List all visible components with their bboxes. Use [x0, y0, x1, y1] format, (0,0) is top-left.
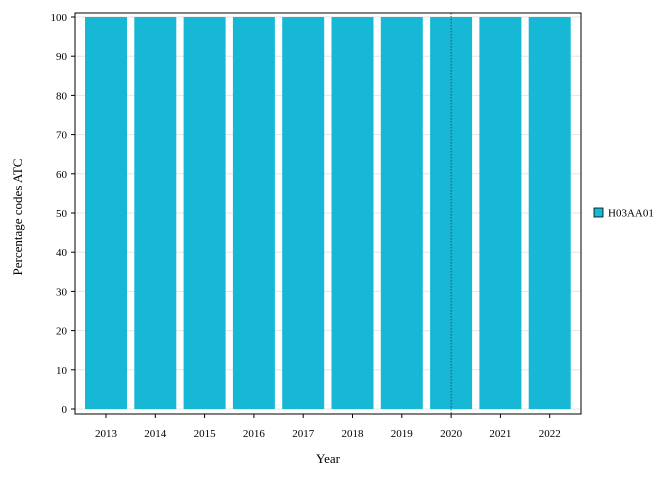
bar	[183, 17, 226, 409]
y-tick-label: 0	[62, 404, 68, 416]
y-tick-label: 60	[56, 169, 68, 181]
x-tick-label: 2022	[539, 428, 561, 440]
x-tick-label: 2016	[243, 428, 266, 440]
x-tick-label: 2019	[391, 428, 414, 440]
x-axis-title: Year	[316, 451, 341, 466]
x-tick-label: 2021	[489, 428, 511, 440]
y-tick-label: 30	[56, 286, 68, 298]
x-axis: 2013 2014 2015 2016 2017 2018 2019 2020 2021 2022	[95, 414, 561, 440]
bars	[85, 17, 571, 409]
y-tick-label: 20	[56, 326, 68, 338]
legend-swatch	[593, 207, 604, 218]
bar	[528, 17, 571, 409]
x-tick-label: 2017	[292, 428, 315, 440]
legend: H03AA01	[593, 207, 654, 220]
y-tick-label: 100	[51, 12, 68, 24]
bar	[380, 17, 423, 409]
y-axis: 0 10 20 30 40 50 60 70 80 90 100	[51, 12, 75, 416]
y-tick-label: 70	[56, 130, 68, 142]
bar	[134, 17, 177, 409]
y-tick-label: 40	[56, 247, 68, 259]
bar	[85, 17, 127, 409]
y-tick-label: 80	[56, 90, 68, 102]
legend-label: H03AA01	[608, 208, 654, 220]
y-tick-label: 10	[56, 365, 68, 377]
y-tick-label: 50	[56, 208, 68, 220]
x-tick-label: 2014	[144, 428, 167, 440]
bar	[479, 17, 522, 409]
bar	[282, 17, 325, 409]
y-axis-title: Percentage codes ATC	[10, 159, 25, 276]
bar	[331, 17, 374, 409]
y-tick-label: 90	[56, 51, 68, 63]
x-tick-label: 2015	[194, 428, 217, 440]
bar	[232, 17, 275, 409]
x-tick-label: 2018	[342, 428, 365, 440]
x-tick-label: 2020	[440, 428, 463, 440]
x-tick-label: 2013	[95, 428, 118, 440]
